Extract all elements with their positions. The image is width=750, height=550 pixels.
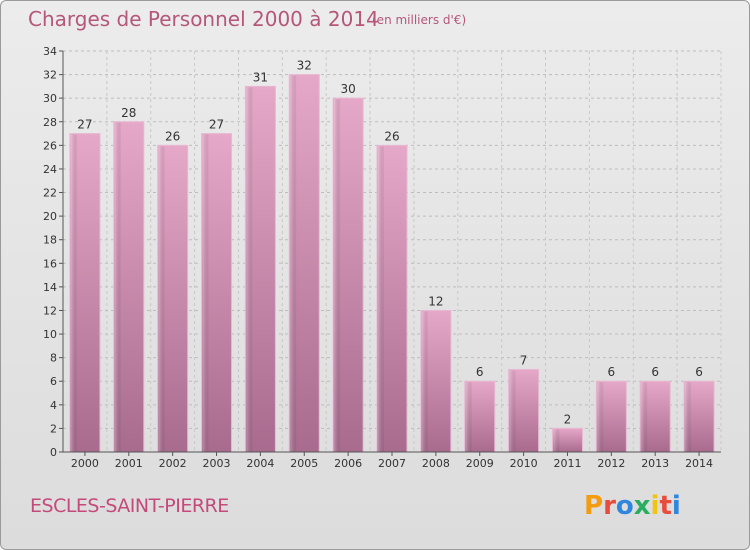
bar-value-label: 31 [253,70,268,84]
commune-name: ESCLES-SAINT-PIERRE [30,495,229,517]
logo-letter: r [603,491,616,521]
y-tick-label: 34 [43,45,57,58]
bar-value-label: 6 [476,365,484,379]
y-tick-label: 10 [43,328,57,341]
y-tick-label: 16 [43,257,57,270]
x-tick-label: 2011 [553,457,581,470]
bar-value-label: 7 [520,353,528,367]
x-tick-label: 2000 [71,457,99,470]
bar-highlight [641,382,648,452]
x-tick-label: 2009 [466,457,494,470]
bar-highlight [465,382,472,452]
logo-letter: x [633,491,651,521]
logo-letter: t [659,491,672,521]
y-tick-label: 32 [43,69,57,82]
x-tick-label: 2012 [597,457,625,470]
x-tick-label: 2004 [246,457,274,470]
x-tick-label: 2001 [115,457,143,470]
y-tick-label: 20 [43,210,57,223]
bar-value-label: 30 [340,82,355,96]
bar-value-label: 32 [297,59,312,73]
x-tick-label: 2010 [510,457,538,470]
y-tick-label: 22 [43,187,57,200]
bar-value-label: 27 [209,118,224,132]
chart-title: Charges de Personnel 2000 à 2014 [28,7,379,31]
bar-value-label: 6 [651,365,659,379]
bar-highlight [246,87,253,452]
y-tick-label: 24 [43,163,57,176]
y-tick-label: 8 [50,352,57,365]
bar-highlight [378,146,384,452]
logo-letter: P [584,491,604,521]
bar-highlight [421,311,428,452]
x-tick-label: 2006 [334,457,362,470]
x-tick-label: 2003 [203,457,231,470]
x-tick-label: 2008 [422,457,450,470]
bar-highlight [334,99,341,453]
bar-highlight [553,429,560,452]
bars [69,74,715,453]
y-tick-label: 28 [43,116,57,129]
bar-value-label: 26 [384,129,399,143]
y-tick-label: 30 [43,92,57,105]
y-tick-label: 0 [50,446,57,459]
y-tick-label: 18 [43,234,57,247]
logo-letter: i [650,491,660,521]
bar-value-label: 2 [564,412,572,426]
labels: 0246810121416182022242628303234272000282… [43,45,713,470]
y-tick-label: 6 [50,375,57,388]
bar-highlight [70,134,77,452]
x-tick-label: 2014 [685,457,713,470]
bar-value-label: 12 [428,294,443,308]
y-tick-label: 2 [50,422,57,435]
bar-value-label: 6 [695,365,703,379]
x-tick-label: 2013 [641,457,669,470]
bar-highlight [509,370,516,452]
x-tick-label: 2005 [290,457,318,470]
bar-highlight [202,134,209,452]
axes [59,50,721,456]
logo-letter: o [615,491,634,521]
bar-highlight [685,382,692,452]
chart-subtitle: (en milliers d'€) [372,13,467,27]
x-tick-label: 2002 [159,457,187,470]
y-tick-label: 4 [50,399,57,412]
logo-letter: i [671,491,681,521]
bar-value-label: 6 [608,365,616,379]
bar-highlight [114,122,121,452]
y-tick-label: 12 [43,304,57,317]
proxiti-logo: Proxiti [584,491,681,521]
bar-highlight [290,75,297,453]
bar-value-label: 27 [77,118,92,132]
y-tick-label: 26 [43,139,57,152]
bar-highlight [158,146,165,452]
bar-value-label: 28 [121,106,136,120]
bar-highlight [597,382,604,452]
x-tick-label: 2007 [378,457,406,470]
bar-value-label: 26 [165,129,180,143]
y-tick-label: 14 [43,281,57,294]
